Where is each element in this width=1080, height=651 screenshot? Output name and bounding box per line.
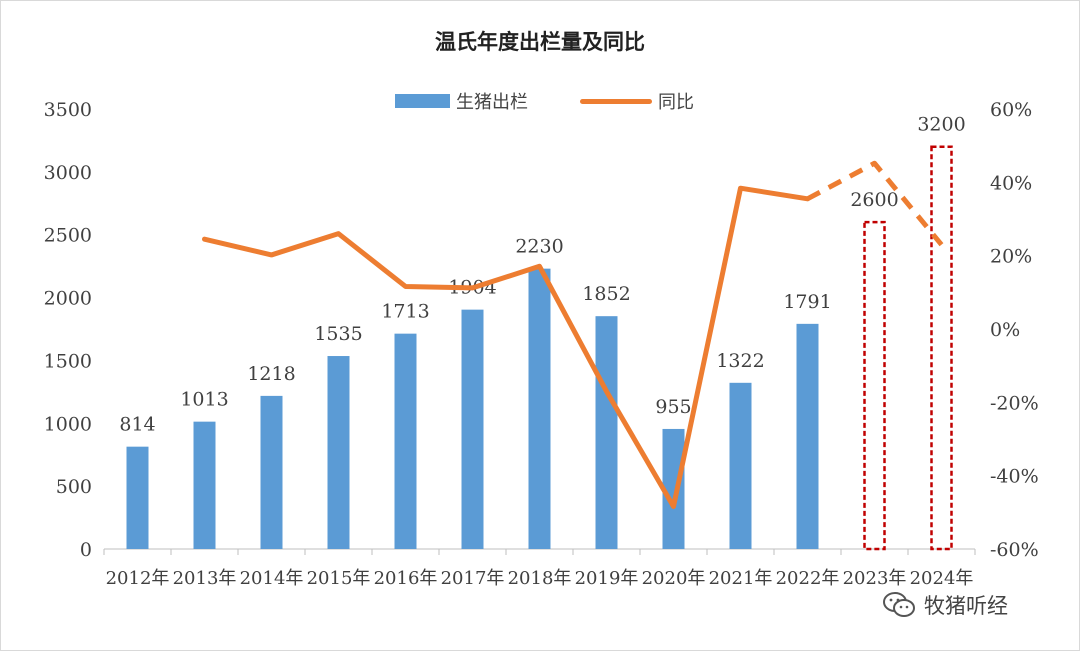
legend-bar-label: 生猪出栏 xyxy=(456,92,528,113)
bar-data-label: 2230 xyxy=(515,236,563,258)
bar xyxy=(796,323,819,549)
y-right-tick-label: 20% xyxy=(990,246,1032,268)
bar-data-label: 955 xyxy=(655,396,691,418)
watermark: 牧猪听经 xyxy=(882,590,1008,620)
bar-data-label: 1218 xyxy=(247,363,295,385)
x-tick-label: 2019年 xyxy=(575,568,639,589)
x-tick-label: 2024年 xyxy=(910,568,974,589)
x-tick-label: 2020年 xyxy=(642,568,706,589)
wechat-icon xyxy=(883,592,915,617)
x-tick-label: 2013年 xyxy=(173,568,237,589)
y-left-tick-label: 0 xyxy=(80,539,92,561)
legend-line-label: 同比 xyxy=(658,92,694,113)
y-left-tick-label: 2000 xyxy=(44,288,92,310)
y-right-tick-label: -40% xyxy=(990,466,1039,488)
y-left-tick-label: 1500 xyxy=(44,350,92,372)
x-tick-label: 2012年 xyxy=(106,568,170,589)
x-tick-label: 2018年 xyxy=(508,568,572,589)
y-left-tick-label: 3000 xyxy=(44,162,92,184)
bar-data-label: 1013 xyxy=(180,389,228,411)
bar-data-label: 1713 xyxy=(381,301,429,323)
x-tick-label: 2014年 xyxy=(240,568,304,589)
x-tick-label: 2021年 xyxy=(709,568,773,589)
bar-data-label: 2600 xyxy=(850,189,898,211)
x-tick-label: 2016年 xyxy=(374,568,438,589)
y-left-tick-label: 1000 xyxy=(44,413,92,435)
bar-data-label: 3200 xyxy=(917,114,965,136)
yoy-line-series xyxy=(202,185,810,509)
x-tick-label: 2022年 xyxy=(776,568,840,589)
x-tick-label: 2015年 xyxy=(307,568,371,589)
legend-item-bar: 生猪出栏 xyxy=(395,88,528,114)
bar xyxy=(394,333,417,549)
bar xyxy=(461,309,484,549)
x-tick-label: 2017年 xyxy=(441,568,505,589)
bar-data-label: 1791 xyxy=(783,291,831,313)
bar xyxy=(729,382,752,549)
yoy-line-projected xyxy=(806,160,944,247)
x-tick-label: 2023年 xyxy=(843,568,907,589)
bar-data-label: 1322 xyxy=(716,350,764,372)
bar-data-label: 1535 xyxy=(314,323,362,345)
bar xyxy=(126,446,149,549)
y-right-tick-label: -20% xyxy=(990,392,1039,414)
y-left-tick-label: 500 xyxy=(56,476,92,498)
bar-data-label: 1852 xyxy=(582,283,630,305)
legend-line-swatch xyxy=(580,98,652,104)
y-left-tick-label: 2500 xyxy=(44,225,92,247)
chart-title: 温氏年度出栏量及同比 xyxy=(435,30,645,54)
bar-data-label: 814 xyxy=(119,414,155,436)
bar xyxy=(260,395,283,549)
bar-projected xyxy=(863,220,886,551)
bar xyxy=(528,268,551,549)
bar xyxy=(327,356,350,549)
y-left-tick-label: 3500 xyxy=(44,99,92,121)
legend-item-line: 同比 xyxy=(580,88,694,114)
bar xyxy=(662,428,685,549)
y-right-tick-label: 60% xyxy=(990,99,1032,121)
legend-bar-swatch xyxy=(395,94,450,108)
watermark-text: 牧猪听经 xyxy=(924,594,1008,618)
legend: 生猪出栏 同比 xyxy=(395,88,746,114)
bar xyxy=(595,316,618,549)
y-right-tick-label: 0% xyxy=(990,319,1020,341)
bar-projected xyxy=(930,145,953,551)
bar xyxy=(193,421,216,549)
y-right-tick-label: 40% xyxy=(990,172,1032,194)
y-right-tick-label: -60% xyxy=(990,539,1039,561)
